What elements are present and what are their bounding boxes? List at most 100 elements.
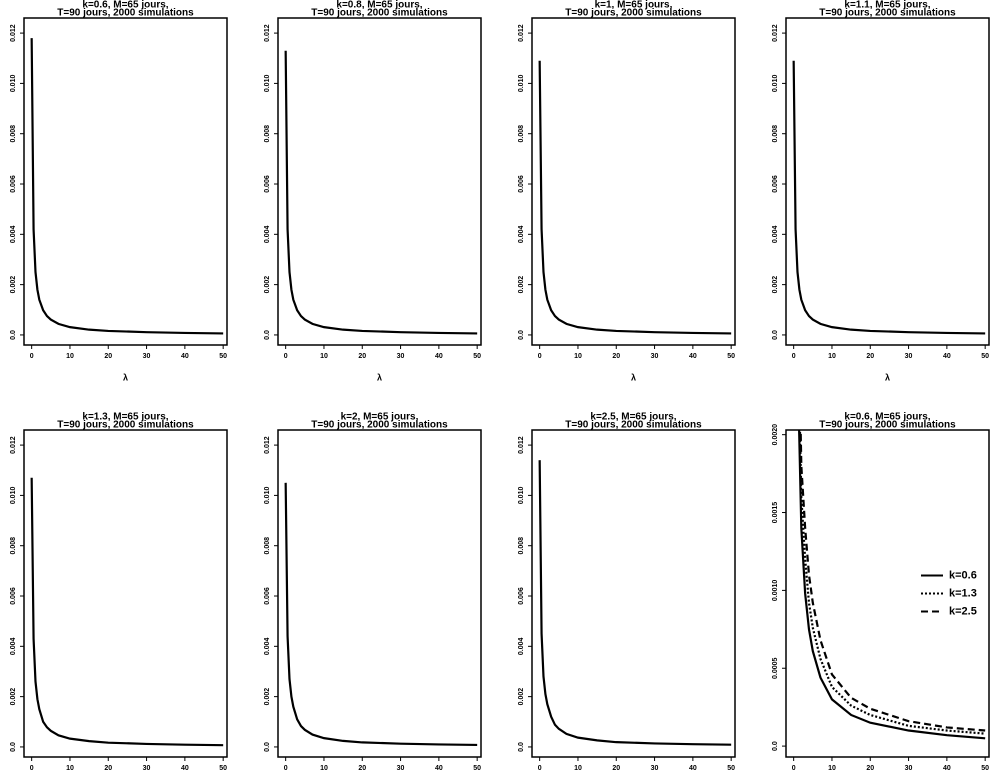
data-line — [284, 482, 478, 747]
y-tick-label: 0.008 — [264, 537, 271, 555]
x-tick-label: 40 — [435, 353, 443, 360]
x-tick-label: 30 — [143, 353, 151, 360]
chart-subtitle: T=90 jours, 2000 simulations — [565, 420, 702, 431]
y-tick-label: 0.0 — [10, 330, 17, 340]
chart-subtitle: T=90 jours, 2000 simulations — [819, 8, 956, 19]
x-tick-label: 0 — [538, 353, 542, 360]
x-axis-label: λ — [885, 372, 890, 382]
x-tick-label: 50 — [727, 353, 735, 360]
plot-frame — [785, 429, 990, 758]
chart-subtitle: T=90 jours, 2000 simulations — [819, 420, 956, 431]
y-tick-label: 0.0 — [264, 742, 271, 752]
y-tick-label: 0.004 — [10, 225, 17, 243]
x-tick-label: 0 — [792, 353, 796, 360]
panel: k=1.3, M=65 jours,T=90 jours, 2000 simul… — [10, 412, 228, 772]
legend-label: k=1.3 — [949, 587, 977, 599]
y-tick-label: 0.0 — [10, 742, 17, 752]
x-tick-label: 0 — [792, 765, 796, 772]
x-tick-label: 10 — [828, 353, 836, 360]
panel: k=0.6, M=65 jours,T=90 jours, 2000 simul… — [772, 412, 990, 772]
y-tick-label: 0.008 — [10, 537, 17, 555]
x-axis-label: λ — [377, 372, 382, 382]
data-line — [30, 477, 224, 747]
y-tick-label: 0.012 — [518, 436, 525, 454]
x-tick-label: 20 — [358, 353, 366, 360]
legend-label: k=2.5 — [949, 605, 977, 617]
data-line — [798, 430, 986, 735]
x-tick-label: 20 — [612, 353, 620, 360]
x-tick-label: 50 — [981, 353, 989, 360]
y-tick-label: 0.010 — [518, 75, 525, 93]
x-tick-label: 30 — [651, 353, 659, 360]
y-tick-label: 0.010 — [264, 487, 271, 505]
x-tick-label: 20 — [104, 353, 112, 360]
plot-frame — [23, 17, 228, 346]
y-tick-label: 0.012 — [264, 24, 271, 42]
x-tick-label: 20 — [612, 765, 620, 772]
chart-title: k=0.8, M=65 jours, — [336, 0, 422, 11]
chart-subtitle: T=90 jours, 2000 simulations — [311, 420, 448, 431]
x-tick-label: 30 — [397, 353, 405, 360]
y-tick-label: 0.004 — [264, 225, 271, 243]
chart-title: k=1, M=65 jours, — [595, 0, 673, 11]
y-tick-label: 0.010 — [518, 487, 525, 505]
x-tick-label: 50 — [219, 765, 227, 772]
x-axis-label: λ — [631, 372, 636, 382]
plot-frame — [23, 429, 228, 758]
y-tick-label: 0.002 — [264, 688, 271, 706]
x-tick-label: 10 — [574, 765, 582, 772]
x-tick-label: 0 — [30, 353, 34, 360]
x-tick-label: 40 — [943, 353, 951, 360]
y-tick-label: 0.012 — [264, 436, 271, 454]
y-tick-label: 0.012 — [10, 24, 17, 42]
data-line — [798, 430, 986, 740]
x-tick-label: 40 — [689, 353, 697, 360]
legend-label: k=0.6 — [949, 569, 977, 581]
data-line — [792, 60, 986, 335]
x-tick-label: 10 — [66, 353, 74, 360]
y-tick-label: 0.0010 — [772, 580, 779, 602]
x-tick-label: 10 — [320, 765, 328, 772]
x-tick-label: 30 — [143, 765, 151, 772]
x-tick-label: 40 — [435, 765, 443, 772]
x-tick-label: 30 — [905, 353, 913, 360]
y-tick-label: 0.004 — [772, 225, 779, 243]
y-tick-label: 0.006 — [10, 587, 17, 605]
plot-frame — [277, 17, 482, 346]
y-tick-label: 0.002 — [10, 276, 17, 294]
y-tick-label: 0.008 — [264, 125, 271, 143]
y-tick-label: 0.0 — [772, 330, 779, 340]
chart-title: k=0.6, M=65 jours, — [82, 0, 168, 11]
panel: k=2.5, M=65 jours,T=90 jours, 2000 simul… — [518, 412, 736, 772]
y-tick-label: 0.010 — [264, 75, 271, 93]
x-axis-label: λ — [123, 372, 128, 382]
data-line — [538, 460, 732, 746]
y-tick-label: 0.008 — [10, 125, 17, 143]
x-tick-label: 20 — [866, 765, 874, 772]
y-tick-label: 0.012 — [772, 24, 779, 42]
x-tick-label: 50 — [219, 353, 227, 360]
plot-frame — [785, 17, 990, 346]
y-tick-label: 0.0005 — [772, 657, 779, 679]
panel: k=2, M=65 jours,T=90 jours, 2000 simulat… — [264, 412, 482, 772]
y-tick-label: 0.0 — [518, 330, 525, 340]
chart-title: k=2, M=65 jours, — [341, 412, 419, 423]
x-tick-label: 20 — [866, 353, 874, 360]
chart-subtitle: T=90 jours, 2000 simulations — [57, 8, 194, 19]
y-tick-label: 0.002 — [772, 276, 779, 294]
panel: k=0.6, M=65 jours,T=90 jours, 2000 simul… — [10, 0, 228, 382]
x-tick-label: 40 — [181, 353, 189, 360]
y-tick-label: 0.006 — [264, 587, 271, 605]
x-tick-label: 10 — [828, 765, 836, 772]
x-tick-label: 20 — [104, 765, 112, 772]
panel: k=0.8, M=65 jours,T=90 jours, 2000 simul… — [264, 0, 482, 382]
y-tick-label: 0.008 — [518, 537, 525, 555]
chart-subtitle: T=90 jours, 2000 simulations — [57, 420, 194, 431]
plot-frame — [277, 429, 482, 758]
y-tick-label: 0.006 — [518, 587, 525, 605]
chart-subtitle: T=90 jours, 2000 simulations — [565, 8, 702, 19]
x-tick-label: 10 — [574, 353, 582, 360]
chart-title: k=0.6, M=65 jours, — [844, 412, 930, 423]
y-tick-label: 0.006 — [772, 175, 779, 193]
y-tick-label: 0.0015 — [772, 502, 779, 524]
